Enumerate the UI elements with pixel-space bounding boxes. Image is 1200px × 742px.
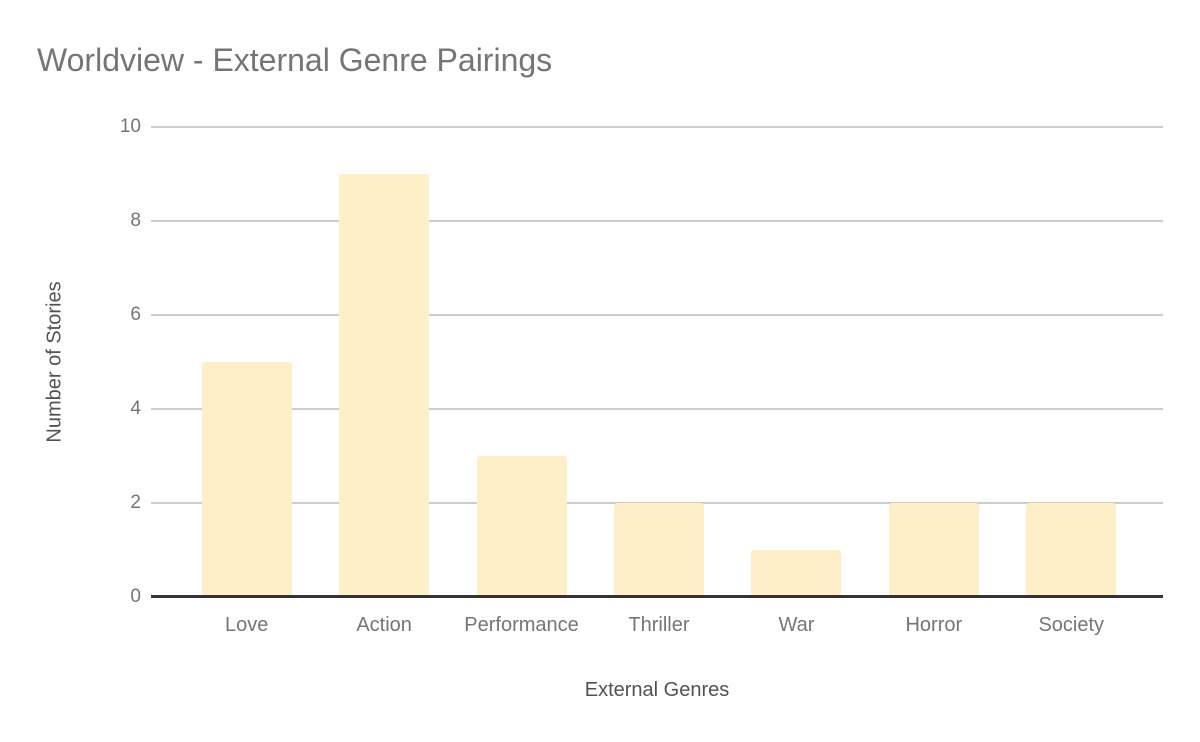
bar-slot xyxy=(865,127,1002,597)
bar-war[interactable] xyxy=(751,550,842,597)
x-category-label: Love xyxy=(225,614,269,636)
y-tick-label-6: 6 xyxy=(130,304,141,325)
gridline-6 xyxy=(151,314,1163,316)
y-tick-label-4: 4 xyxy=(130,398,141,419)
bar-slot xyxy=(728,127,865,597)
y-tick-labels: 0 2 4 6 8 10 xyxy=(0,116,141,607)
gridline-4 xyxy=(151,408,1163,410)
x-category-label: Performance xyxy=(464,614,579,636)
bar-slot xyxy=(315,127,452,597)
x-category-label: Society xyxy=(1038,614,1105,636)
gridline-8 xyxy=(151,220,1163,222)
chart-title: Worldview - External Genre Pairings xyxy=(37,42,553,78)
bar-slot xyxy=(178,127,315,597)
x-axis-baseline xyxy=(151,595,1163,598)
bar-love[interactable] xyxy=(201,362,292,597)
x-category-label: Horror xyxy=(905,614,963,636)
bars xyxy=(178,127,1140,597)
y-tick-label-2: 2 xyxy=(130,492,141,513)
gridline-10 xyxy=(151,126,1163,128)
y-tick-label-8: 8 xyxy=(130,210,141,231)
y-tick-label-0: 0 xyxy=(130,586,141,607)
bar-thriller[interactable] xyxy=(613,503,704,597)
x-category-label: Thriller xyxy=(628,614,690,636)
x-axis-title: External Genres xyxy=(584,679,730,701)
x-category-labels: Love Action Performance Thriller War Horror So… xyxy=(178,610,1140,640)
bar-horror[interactable] xyxy=(888,503,979,597)
bar-slot xyxy=(453,127,590,597)
x-category-label: Action xyxy=(356,614,412,636)
bar-performance[interactable] xyxy=(476,456,567,597)
bar-society[interactable] xyxy=(1026,503,1117,597)
bar-slot xyxy=(590,127,727,597)
x-category-label: War xyxy=(778,614,815,636)
plot-area xyxy=(151,126,1163,598)
y-tick-label-10: 10 xyxy=(119,116,141,137)
bar-action[interactable] xyxy=(339,174,430,597)
bar-slot xyxy=(1003,127,1140,597)
